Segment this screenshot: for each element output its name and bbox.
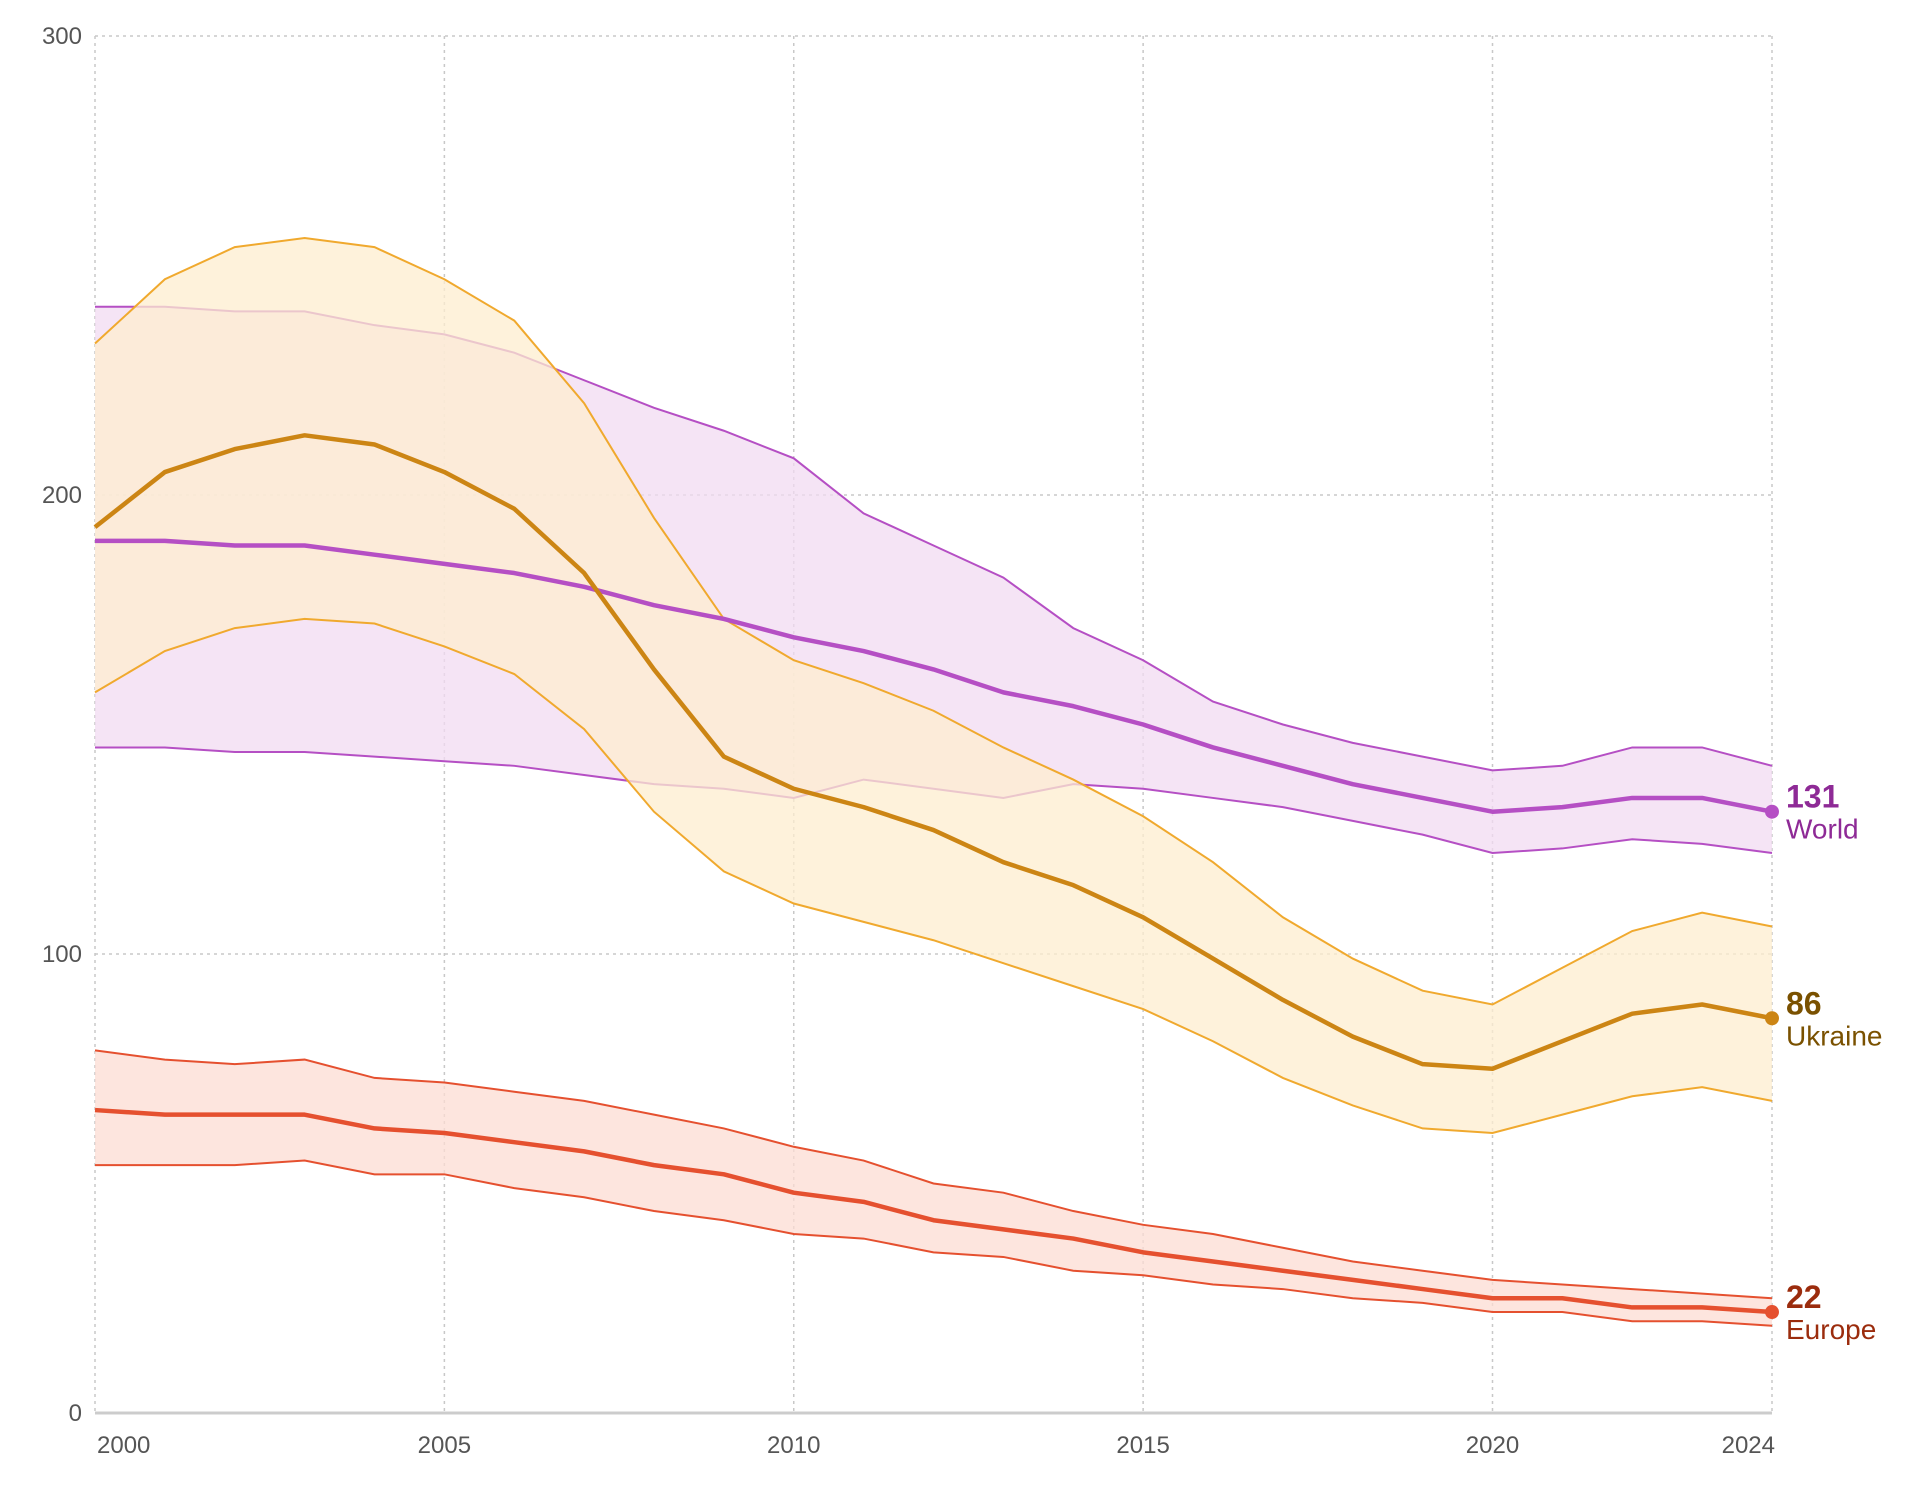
band-lower-ukraine xyxy=(94,617,1773,1135)
end-name-europe: Europe xyxy=(1786,1314,1876,1345)
y-tick-label: 100 xyxy=(42,941,82,968)
x-tick-label: 2010 xyxy=(767,1432,820,1459)
band-upper-europe xyxy=(94,1049,1773,1300)
end-point-world xyxy=(1765,804,1779,819)
x-axis-ticks: 2000 2005 2010 2015 2020 2024 xyxy=(97,1432,1775,1459)
series-line-europe xyxy=(94,1107,1773,1315)
uncertainty-bands xyxy=(94,236,1773,1327)
x-tick-label: 2000 xyxy=(97,1432,150,1459)
series-line-ukraine xyxy=(93,433,1773,1071)
end-point-ukraine xyxy=(1765,1011,1779,1026)
y-tick-label: 0 xyxy=(69,1400,82,1427)
y-tick-label: 200 xyxy=(42,482,82,509)
band-upper-ukraine xyxy=(94,236,1773,1006)
x-tick-label: 2005 xyxy=(418,1432,471,1459)
end-name-world: World xyxy=(1786,814,1859,845)
band-ukraine xyxy=(95,237,1772,1134)
end-value-europe: 22 xyxy=(1786,1279,1822,1315)
end-value-world: 131 xyxy=(1786,779,1839,815)
end-name-ukraine: Ukraine xyxy=(1786,1020,1882,1051)
x-tick-label: 2015 xyxy=(1116,1432,1169,1459)
end-point-europe xyxy=(1765,1305,1779,1320)
band-lower-europe xyxy=(95,1159,1773,1327)
band-europe xyxy=(95,1050,1772,1326)
x-tick-label: 2024 xyxy=(1722,1432,1775,1459)
end-value-ukraine: 86 xyxy=(1786,985,1822,1021)
series-lines xyxy=(93,433,1773,1315)
y-axis-ticks: 0 100 200 300 xyxy=(42,23,82,1427)
x-tick-label: 2020 xyxy=(1466,1432,1519,1459)
y-tick-label: 300 xyxy=(42,23,82,50)
series-line-world xyxy=(95,538,1773,814)
